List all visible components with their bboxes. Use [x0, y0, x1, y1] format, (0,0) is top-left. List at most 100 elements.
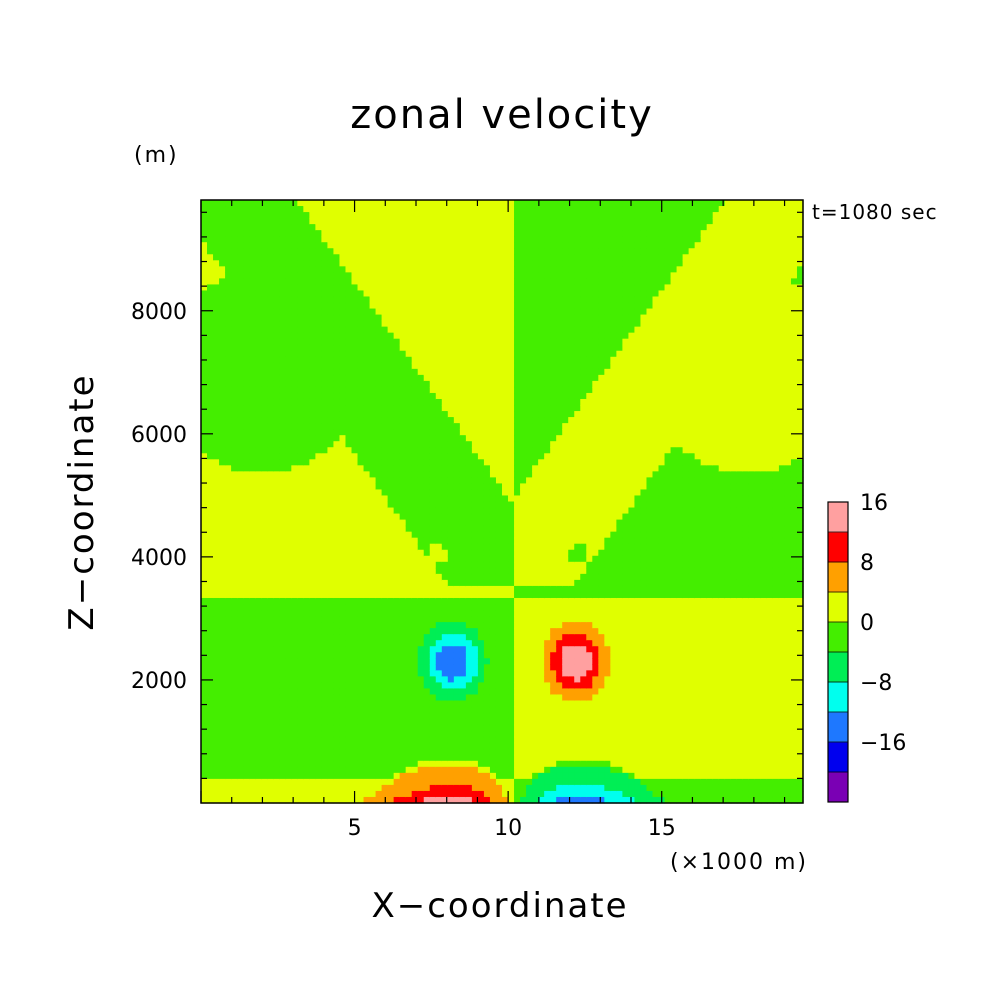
field-cell	[267, 332, 274, 340]
field-cell	[429, 308, 437, 316]
field-cell	[315, 700, 322, 708]
field-cell	[393, 507, 401, 515]
field-cell	[339, 302, 347, 310]
field-cell	[291, 380, 298, 388]
field-cell	[339, 646, 347, 653]
field-cell	[345, 429, 353, 436]
field-cell	[375, 646, 383, 653]
field-cell	[453, 754, 461, 762]
field-cell	[231, 429, 238, 436]
field-cell	[231, 610, 238, 617]
field-cell	[483, 489, 491, 497]
field-cell	[267, 465, 274, 472]
field-cell	[303, 748, 310, 756]
field-cell	[369, 507, 377, 515]
field-cell	[273, 748, 280, 756]
field-cell	[321, 308, 329, 316]
field-cell	[387, 519, 395, 527]
field-cell	[345, 513, 353, 521]
field-cell	[381, 604, 389, 611]
field-cell	[363, 549, 371, 557]
field-cell	[327, 537, 335, 545]
field-cell	[483, 405, 491, 412]
field-cell	[255, 700, 262, 708]
field-cell	[297, 302, 304, 310]
field-cell	[393, 525, 401, 533]
field-cell	[315, 796, 322, 804]
field-cell	[429, 392, 437, 400]
field-cell	[477, 248, 485, 255]
field-cell	[225, 724, 232, 732]
field-cell	[369, 567, 377, 575]
field-cell	[339, 507, 347, 515]
field-cell	[279, 278, 286, 286]
field-cell	[447, 718, 455, 726]
field-cell	[333, 248, 341, 255]
field-cell	[231, 784, 238, 792]
field-cell	[249, 429, 256, 436]
field-cell	[369, 435, 377, 442]
field-cell	[273, 218, 280, 225]
field-cell	[381, 676, 389, 683]
field-cell	[351, 501, 359, 509]
field-cell	[285, 700, 292, 708]
field-cell	[363, 260, 371, 267]
field-cell	[363, 513, 371, 521]
field-cell	[315, 435, 322, 442]
field-cell	[417, 236, 425, 243]
field-cell	[261, 766, 268, 774]
field-cell	[201, 242, 208, 249]
field-cell	[339, 465, 347, 472]
field-cell	[339, 435, 347, 442]
field-cell	[393, 284, 401, 292]
field-cell	[441, 772, 449, 780]
field-cell	[321, 628, 329, 635]
field-cell	[303, 694, 310, 702]
field-cell	[267, 296, 274, 304]
field-cell	[339, 549, 347, 557]
field-cell	[225, 706, 232, 714]
field-cell	[423, 640, 431, 647]
field-cell	[321, 465, 329, 472]
field-cell	[261, 483, 268, 491]
field-cell	[423, 549, 431, 557]
field-cell	[321, 694, 329, 702]
field-cell	[375, 284, 383, 292]
field-cell	[345, 495, 353, 503]
field-cell	[453, 796, 461, 804]
field-cell	[291, 604, 298, 611]
field-cell	[381, 610, 389, 617]
field-cell	[207, 772, 214, 780]
field-cell	[237, 483, 244, 491]
field-cell	[435, 616, 443, 623]
field-cell	[327, 224, 335, 231]
field-cell	[237, 398, 244, 406]
field-cell	[303, 766, 310, 774]
field-cell	[495, 591, 503, 599]
field-cell	[333, 790, 341, 798]
field-cell	[225, 646, 232, 653]
field-cell	[357, 513, 365, 521]
field-cell	[225, 489, 232, 497]
field-cell	[417, 447, 425, 454]
field-cell	[399, 344, 407, 352]
field-cell	[207, 435, 214, 442]
field-cell	[279, 447, 286, 454]
field-cell	[237, 754, 244, 762]
field-cell	[483, 350, 491, 358]
field-cell	[393, 248, 401, 255]
field-cell	[441, 200, 449, 207]
field-cell	[213, 555, 220, 563]
field-cell	[363, 573, 371, 581]
field-cell	[231, 465, 238, 472]
field-cell	[417, 230, 425, 237]
field-cell	[291, 712, 298, 720]
field-cell	[435, 272, 443, 279]
field-cell	[489, 561, 497, 569]
field-cell	[453, 278, 461, 286]
field-cell	[411, 417, 419, 424]
field-cell	[225, 766, 232, 774]
field-cell	[267, 260, 274, 267]
field-cell	[423, 459, 431, 466]
field-cell	[309, 688, 316, 696]
